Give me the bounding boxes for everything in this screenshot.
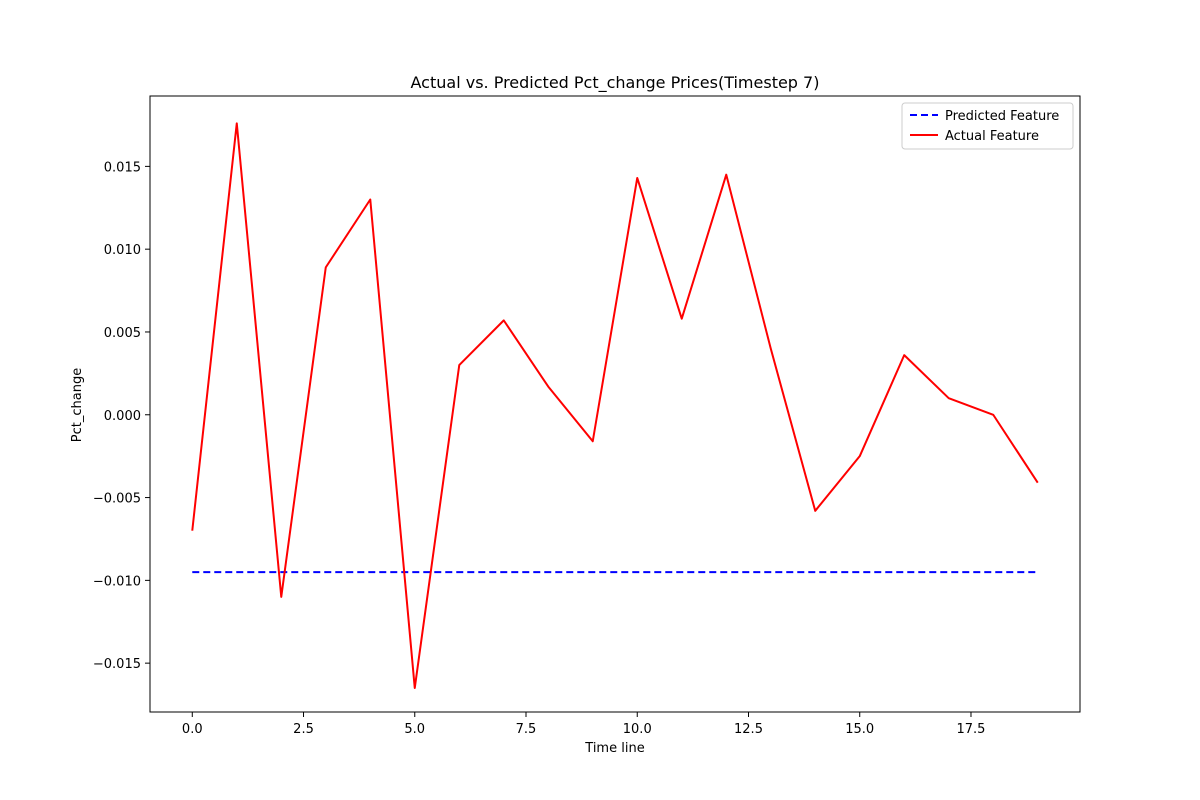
x-tick-label: 2.5 [293, 722, 314, 737]
y-tick-label: 0.000 [104, 409, 141, 424]
x-tick-label: 12.5 [734, 722, 763, 737]
y-axis-title: Pct_change [70, 368, 85, 442]
series-line-actual-feature [191, 122, 1039, 689]
y-tick-label: −0.015 [93, 657, 141, 672]
legend-label-actual-feature: Actual Feature [945, 129, 1039, 144]
y-tick-label: −0.010 [93, 574, 141, 589]
x-tick-label: 5.0 [404, 722, 425, 737]
x-tick-label: 0.0 [182, 722, 203, 737]
plot-frame [149, 95, 1081, 713]
x-tick-label: 17.5 [957, 722, 986, 737]
x-tick-label: 15.0 [845, 722, 874, 737]
legend-label-predicted-feature: Predicted Feature [945, 109, 1059, 124]
x-axis-title: Time line [584, 741, 644, 756]
y-tick-label: 0.005 [104, 326, 141, 341]
y-tick-label: 0.010 [104, 243, 141, 258]
x-tick-label: 7.5 [516, 722, 537, 737]
legend-box [901, 102, 1074, 150]
x-tick-label: 10.0 [623, 722, 652, 737]
y-tick-label: 0.015 [104, 160, 141, 175]
chart-title: Actual vs. Predicted Pct_change Prices(T… [411, 73, 820, 93]
y-tick-label: −0.005 [93, 492, 141, 507]
legend: Predicted Feature Actual Feature [901, 102, 1074, 150]
